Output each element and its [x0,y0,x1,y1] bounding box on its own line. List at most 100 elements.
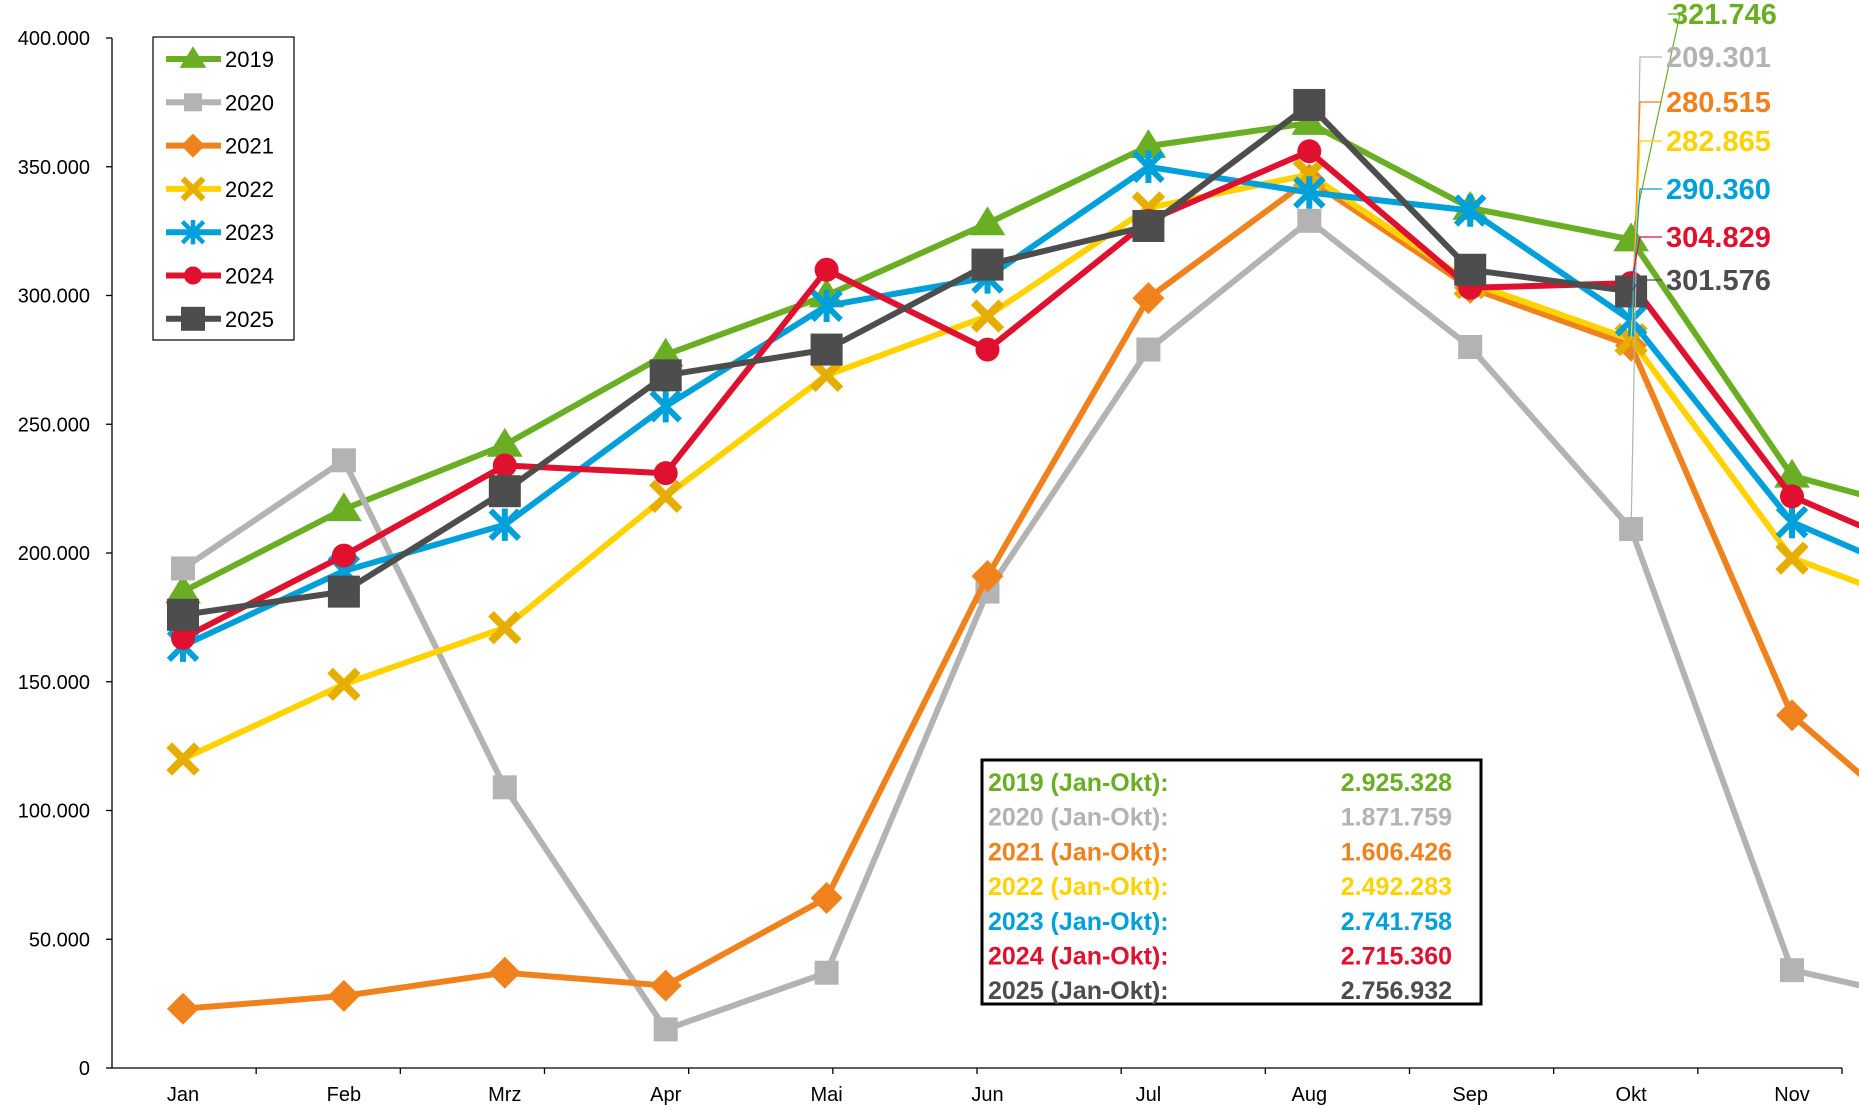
legend-label: 2024 [225,264,274,289]
legend-label: 2019 [225,47,274,72]
data-point-2021-Jan [167,992,199,1025]
legend-label: 2023 [225,220,274,245]
legend-label: 2022 [225,177,274,202]
legend-marker-2025 [181,306,205,331]
totals-value: 2.715.360 [1341,943,1452,971]
data-point-2022-Jun [970,299,1005,333]
chart-axes: 0 50.000 100.000 150.000 200.000 250.000 300.0… [18,28,1843,1106]
data-point-2021-Mai [810,882,843,915]
data-point-2020-Feb [331,448,356,473]
legend-entry-2022: 2022 [166,176,274,202]
callout-label-2022: 282.865 [1666,126,1771,158]
data-point-2024-Mrz [492,453,517,478]
totals-label: 2025 (Jan-Okt): [988,977,1169,1005]
data-point-2025-Mai [810,333,843,366]
series-2022 [166,157,1859,776]
data-point-2024-Mai [814,257,839,282]
data-point-2022-Feb [327,667,361,701]
callout-label-2021: 280.515 [1666,87,1771,119]
data-point-2024-Apr [653,461,678,486]
callout-leader-2025 [1630,279,1662,292]
totals-label: 2022 (Jan-Okt): [988,873,1169,901]
data-point-2020-Aug [1297,208,1322,233]
callout-layer: 321.746 209.301 280.515 282.865 290.360 304.8… [1630,0,1777,530]
y-tick-label: 150.000 [18,672,90,694]
callout-leader-2019 [1630,13,1681,240]
series-line-2020 [180,217,1859,1033]
callout-label-2023: 290.360 [1666,174,1771,206]
totals-label: 2021 (Jan-Okt): [988,838,1169,866]
data-point-2019-Jan [165,574,201,604]
totals-label: 2020 (Jan-Okt): [988,804,1169,832]
data-point-2024-Aug [1297,139,1322,164]
data-point-2021-Nov [1776,699,1808,732]
data-point-2020-Apr [653,1017,678,1042]
legend: 2019 2020 2021 2022 2023 2024 2025 [152,36,295,341]
data-point-2024-Jun [975,337,1000,362]
data-point-2024-Feb [331,543,356,568]
x-tick-label: Jul [1136,1084,1162,1106]
data-point-2020-Mai [814,960,839,985]
totals-box: 2019 (Jan-Okt): 2.925.328 2020 (Jan-Okt): 1… [980,758,1483,1006]
x-tick-label: Jan [167,1084,199,1106]
totals-value: 2.756.932 [1341,977,1452,1005]
legend-marker-2019 [179,46,207,68]
callout-leader-2023 [1630,188,1662,321]
series-line-2021 [180,176,1859,1012]
data-point-2025-Aug [1293,88,1326,121]
data-point-2022-Apr [649,479,683,514]
data-point-2021-Apr [649,969,682,1002]
legend-marker-2024 [184,266,202,285]
data-point-2022-Jan [166,742,200,776]
data-point-2020-Mrz [492,775,517,800]
data-point-2023-Sep [1453,194,1487,227]
data-point-2023-Mrz [488,508,522,541]
data-point-2024-Jan [171,625,195,650]
data-point-2025-Apr [649,359,682,392]
legend-marker-2022 [180,176,206,202]
series-line-2023 [180,163,1859,649]
data-point-2019-Feb [326,492,362,522]
callout-label-2020: 209.301 [1666,42,1771,74]
data-point-2020-Sep [1458,335,1483,359]
data-point-2021-Mrz [488,956,521,989]
data-point-2020-Nov [1780,958,1804,983]
legend-marker-2021 [181,133,205,158]
data-point-2021-Jul [1132,282,1165,315]
totals-value: 2.741.758 [1341,908,1452,936]
data-point-2023-Apr [649,389,682,423]
legend-entry-2025: 2025 [166,306,274,332]
data-point-2024-Nov [1780,484,1804,509]
callout-leader-2020 [1630,56,1662,530]
y-tick-label: 300.000 [18,286,90,308]
x-tick-label: Aug [1292,1084,1328,1106]
totals-label: 2019 (Jan-Okt): [988,769,1169,797]
data-point-2025-Feb [327,575,360,608]
series-line-2022 [180,171,1859,762]
totals-value: 1.871.759 [1341,804,1452,832]
y-tick-label: 50.000 [29,929,90,951]
series-2025 [167,88,1648,631]
legend-label: 2021 [225,134,274,159]
series-line-2019 [180,120,1859,595]
data-point-2022-Nov [1775,541,1809,575]
data-point-2025-Jun [971,248,1004,281]
x-tick-label: Sep [1452,1084,1488,1106]
data-point-2020-Jan [171,556,195,581]
series-2023 [166,150,1859,662]
callout-label-2019: 321.746 [1672,0,1777,31]
legend-label: 2025 [225,307,274,332]
totals-value: 2.925.328 [1341,769,1452,797]
y-tick-label: 250.000 [18,414,90,436]
data-point-2025-Sep [1454,253,1487,286]
series-layer [165,88,1859,1042]
legend-entry-2024: 2024 [166,264,274,289]
callout-label-2025: 301.576 [1666,265,1771,297]
series-line-2024 [180,148,1859,641]
totals-value: 2.492.283 [1341,873,1452,901]
legend-entry-2023: 2023 [166,220,274,245]
legend-entry-2021: 2021 [166,133,274,159]
data-point-2022-Mrz [488,611,522,645]
x-tick-label: Apr [650,1084,681,1106]
